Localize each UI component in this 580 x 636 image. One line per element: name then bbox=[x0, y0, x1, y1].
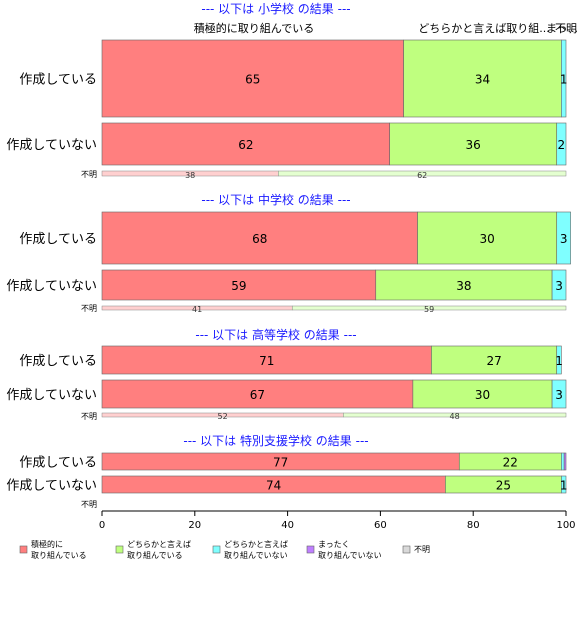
bar-value-label: 3 bbox=[555, 388, 563, 402]
share-row-label: 不明 bbox=[81, 500, 97, 509]
bar-value-label: 1 bbox=[555, 354, 563, 368]
x-tick-label: 0 bbox=[99, 520, 105, 531]
bar-segment bbox=[412, 379, 553, 409]
legend-swatch bbox=[212, 545, 221, 554]
bar-segment bbox=[556, 345, 562, 375]
share-segment bbox=[343, 412, 567, 418]
bar-value-label: 3 bbox=[555, 279, 563, 293]
bar-segment bbox=[556, 122, 567, 166]
row-label: 作成していない bbox=[6, 388, 97, 403]
bar-value-label: 71 bbox=[259, 354, 274, 368]
bar-value-label: 67 bbox=[250, 388, 265, 402]
bar-value-label: 68 bbox=[252, 232, 267, 246]
bar-value-label: 25 bbox=[496, 479, 511, 493]
bar-segment bbox=[101, 211, 418, 265]
legend-label: 取り組んでいない bbox=[318, 550, 382, 560]
section-title: --- 以下は 小学校 の結果 --- bbox=[201, 1, 350, 16]
x-tick-label: 40 bbox=[281, 520, 294, 531]
x-tick-label: 20 bbox=[188, 520, 201, 531]
bar-value-label: 30 bbox=[475, 388, 490, 402]
row-label: 作成していない bbox=[6, 479, 97, 494]
bar-value-label: 38 bbox=[456, 279, 471, 293]
bar-value-label: 34 bbox=[475, 73, 490, 87]
legend-swatch bbox=[306, 545, 315, 554]
bar-value-label: 65 bbox=[245, 73, 260, 87]
legend-label: 不明 bbox=[414, 545, 430, 554]
bar-value-label: 27 bbox=[486, 354, 501, 368]
share-segment bbox=[291, 305, 567, 311]
bar-value-label: 77 bbox=[273, 456, 288, 470]
row-label: 作成していない bbox=[6, 138, 97, 153]
top-label-somewhat-active: どちらかと言えば取り組... bbox=[418, 22, 550, 35]
bar-segment bbox=[561, 39, 567, 118]
top-label-not-at-all: まっ... bbox=[546, 22, 578, 35]
share-value-label: 62 bbox=[417, 171, 427, 180]
bar-value-label: 36 bbox=[466, 138, 481, 152]
legend-label: 取り組んでいない bbox=[224, 550, 288, 560]
share-value-label: 48 bbox=[450, 412, 460, 421]
legend-swatch bbox=[19, 545, 28, 554]
bar-value-label: 2 bbox=[558, 138, 566, 152]
bar-value-label: 62 bbox=[238, 138, 253, 152]
legend-label: 取り組んでいる bbox=[127, 550, 183, 560]
bar-segment bbox=[101, 122, 390, 166]
share-value-label: 59 bbox=[424, 305, 434, 314]
row-label: 作成している bbox=[19, 73, 97, 88]
row-label: 作成している bbox=[19, 456, 97, 471]
bar-segment bbox=[403, 39, 562, 118]
share-value-label: 41 bbox=[192, 305, 202, 314]
bar-segment bbox=[563, 452, 567, 471]
bar-segment bbox=[101, 269, 377, 301]
row-label: 作成している bbox=[19, 232, 97, 247]
bar-value-label: 74 bbox=[266, 479, 281, 493]
top-label-active: 積極的に取り組んでいる bbox=[194, 21, 314, 35]
share-segment bbox=[278, 170, 567, 177]
x-tick-label: 80 bbox=[467, 520, 480, 531]
bar-value-label: 30 bbox=[479, 232, 494, 246]
bar-segment bbox=[101, 379, 414, 409]
legend-swatch bbox=[402, 545, 411, 554]
bar-value-label: 59 bbox=[231, 279, 246, 293]
bar-value-label: 22 bbox=[503, 456, 518, 470]
bar-value-label: 1 bbox=[560, 479, 568, 493]
share-value-label: 52 bbox=[218, 412, 228, 421]
legend-label: 取り組んでいる bbox=[31, 550, 87, 560]
section-title: --- 以下は 中学校 の結果 --- bbox=[201, 192, 350, 207]
row-label: 作成している bbox=[19, 354, 97, 369]
bar-segment bbox=[556, 211, 571, 265]
section-title: --- 以下は 高等学校 の結果 --- bbox=[195, 327, 356, 342]
share-value-label: 38 bbox=[185, 171, 195, 180]
share-row-label: 不明 bbox=[81, 412, 97, 421]
row-label: 作成していない bbox=[6, 279, 97, 294]
bar-segment bbox=[561, 452, 565, 471]
legend-swatch bbox=[115, 545, 124, 554]
x-tick-label: 100 bbox=[556, 520, 575, 531]
bar-value-label: 1 bbox=[560, 73, 568, 87]
bar-segment bbox=[375, 269, 553, 301]
bar-segment bbox=[389, 122, 558, 166]
legend-label: どちらかと言えば bbox=[127, 539, 191, 549]
section-title: --- 以下は 特別支援学校 の結果 --- bbox=[183, 433, 368, 448]
bar-segment bbox=[551, 379, 567, 409]
bar-segment bbox=[561, 475, 567, 494]
legend-label: 積極的に bbox=[31, 539, 63, 549]
legend-label: どちらかと言えば bbox=[224, 539, 288, 549]
share-row-label: 不明 bbox=[81, 170, 97, 179]
top-label-unknown: 不明 bbox=[555, 22, 577, 35]
x-tick-label: 60 bbox=[374, 520, 387, 531]
bar-segment bbox=[417, 211, 558, 265]
bar-value-label: 3 bbox=[560, 232, 568, 246]
bar-segment bbox=[551, 269, 567, 301]
share-row-label: 不明 bbox=[81, 304, 97, 313]
legend-label: まったく bbox=[318, 540, 350, 549]
bar-segment bbox=[101, 345, 432, 375]
